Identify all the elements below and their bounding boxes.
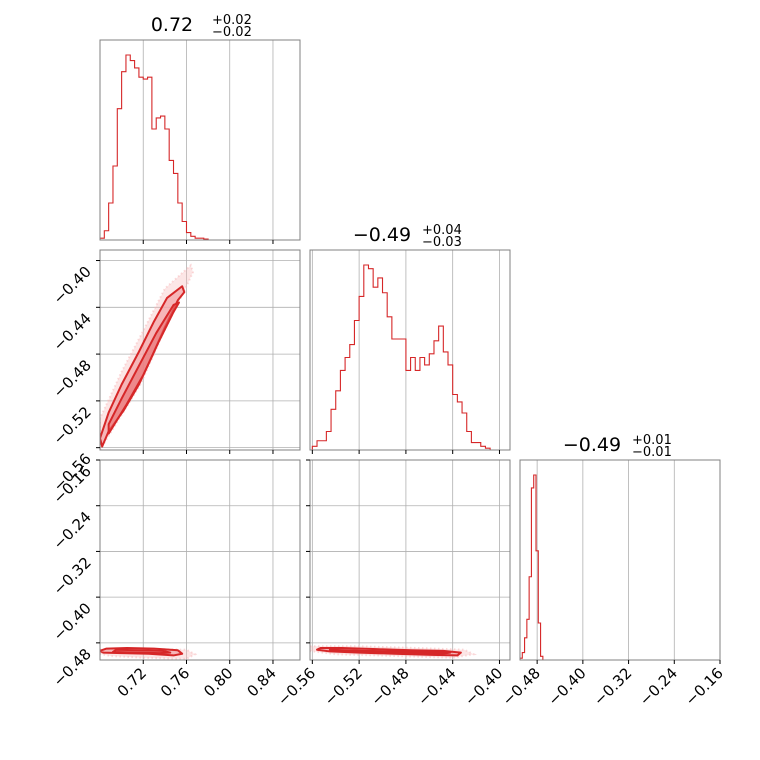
x-tick-label: −0.48 bbox=[368, 664, 413, 709]
param-title-value: −0.49 bbox=[563, 434, 621, 456]
param-title-value: 0.72 bbox=[151, 14, 193, 36]
x-tick-label: −0.40 bbox=[544, 664, 589, 709]
x-tick-label: −0.44 bbox=[414, 664, 459, 709]
histogram-line bbox=[520, 474, 720, 660]
pair-panel-1-2: −0.56 −0.52 −0.48 −0.44 −0.40 bbox=[274, 459, 511, 709]
y-tick-label: −0.24 bbox=[50, 508, 95, 553]
histogram-panel-2: −0.48 −0.40 −0.32 −0.24 −0.16 bbox=[499, 459, 727, 709]
x-tick-label: 0.80 bbox=[200, 664, 236, 700]
pair-panel-0-2: 0.72 0.76 0.80 0.84−0.48−0.40−0.32−0.24−0.1… bbox=[50, 459, 301, 700]
param-title-minus: −0.02 bbox=[212, 25, 252, 40]
panel-frame bbox=[309, 459, 511, 661]
x-tick-label: −0.24 bbox=[636, 664, 681, 709]
param-title-plus: +0.02 bbox=[212, 13, 252, 28]
x-tick-label: −0.52 bbox=[321, 664, 366, 709]
x-tick-label: −0.48 bbox=[499, 664, 544, 709]
panel-frame bbox=[99, 249, 301, 451]
contour-level-2 bbox=[111, 648, 172, 655]
x-tick-label: 0.76 bbox=[157, 664, 193, 700]
histogram-line bbox=[311, 264, 510, 450]
y-tick-label: −0.32 bbox=[50, 554, 95, 599]
param-title-value: −0.49 bbox=[353, 224, 411, 246]
y-tick-label: −0.52 bbox=[50, 403, 95, 448]
y-tick-label: −0.40 bbox=[50, 263, 95, 308]
y-tick-label: −0.48 bbox=[50, 356, 95, 401]
pair-panel-0-1: −0.56−0.52−0.48−0.44−0.40 bbox=[50, 249, 301, 495]
panel-frame bbox=[519, 459, 721, 661]
y-tick-label: −0.48 bbox=[50, 645, 95, 690]
contour-level-2 bbox=[328, 648, 452, 655]
x-tick-label: −0.32 bbox=[590, 664, 635, 709]
histogram-panel-0 bbox=[99, 39, 301, 244]
panel-frame bbox=[99, 459, 301, 661]
panel-frame bbox=[99, 39, 301, 241]
histogram-panel-1 bbox=[309, 249, 511, 454]
contour-level-2 bbox=[107, 301, 180, 435]
x-tick-label: 0.72 bbox=[114, 664, 150, 700]
x-tick-label: −0.56 bbox=[274, 664, 319, 709]
y-tick-label: −0.44 bbox=[50, 309, 95, 354]
x-tick-label: −0.40 bbox=[461, 664, 506, 709]
y-tick-label: −0.40 bbox=[50, 599, 95, 644]
param-title-minus: −0.03 bbox=[422, 235, 462, 250]
param-title-minus: −0.01 bbox=[632, 445, 672, 460]
panel-frame bbox=[309, 249, 511, 451]
param-title-plus: +0.04 bbox=[422, 223, 462, 238]
param-title-plus: +0.01 bbox=[632, 433, 672, 448]
x-tick-label: −0.16 bbox=[682, 664, 727, 709]
histogram-line bbox=[100, 54, 300, 240]
